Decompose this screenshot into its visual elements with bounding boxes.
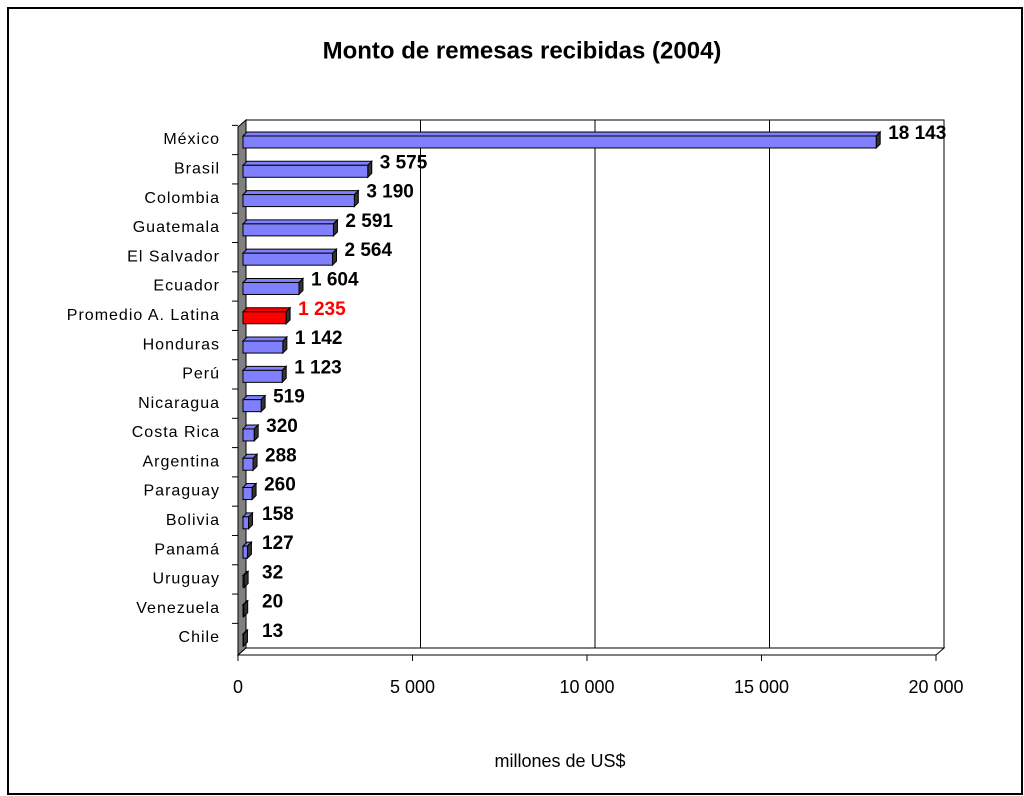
bar	[242, 399, 262, 413]
y-tick-label: Guatemala	[133, 219, 220, 236]
value-label: 18 143	[888, 123, 946, 144]
value-label: 1 604	[311, 269, 359, 290]
value-label: 20	[262, 592, 283, 613]
y-tick-label: Perú	[182, 366, 220, 383]
bar-top	[241, 365, 288, 371]
y-tick-label: Venezuela	[136, 600, 220, 617]
bar	[242, 281, 300, 295]
value-label: 260	[264, 475, 296, 496]
x-tick-label: 10 000	[559, 677, 614, 697]
bar	[242, 164, 369, 178]
y-tick-label: Colombia	[144, 190, 220, 207]
bar	[242, 311, 287, 325]
bar-top	[241, 219, 339, 225]
y-tick-label: Bolivia	[166, 512, 220, 529]
chart-title: Monto de remesas recibidas (2004)	[323, 37, 722, 64]
bar	[242, 428, 255, 442]
value-label: 158	[262, 504, 294, 525]
bar-top	[241, 336, 289, 342]
x-tick-label: 0	[233, 677, 243, 697]
x-tick-label: 20 000	[908, 677, 963, 697]
value-label: 13	[262, 621, 283, 642]
bar	[242, 457, 254, 471]
y-tick-label: Brasil	[174, 161, 220, 178]
y-tick-label: El Salvador	[127, 248, 220, 265]
value-label: 1 123	[294, 357, 342, 378]
y-tick-label: Costa Rica	[132, 424, 220, 441]
value-label: 127	[262, 533, 294, 554]
bar	[242, 252, 333, 266]
value-label: 2 564	[344, 240, 392, 261]
y-tick-label: Honduras	[143, 336, 220, 353]
bar-top	[241, 131, 882, 137]
value-label: 320	[266, 416, 298, 437]
bar	[242, 135, 877, 149]
y-tick-label: Argentina	[143, 453, 221, 470]
value-label: 32	[262, 562, 283, 583]
value-label: 288	[265, 445, 297, 466]
bar-top	[241, 307, 292, 313]
bar	[242, 516, 250, 530]
y-tick-label: Ecuador	[153, 278, 220, 295]
value-label: 3 575	[380, 152, 428, 173]
value-label: 1 235	[298, 299, 346, 320]
y-tick-label: Nicaragua	[138, 395, 220, 412]
bar	[242, 340, 284, 354]
x-tick-label: 5 000	[390, 677, 435, 697]
bar-top	[241, 160, 373, 166]
bar	[242, 545, 248, 559]
x-tick-label: 15 000	[734, 677, 789, 697]
y-tick-label: Paraguay	[144, 483, 221, 500]
bar	[242, 574, 245, 588]
value-label: 3 190	[366, 182, 414, 203]
bar	[242, 487, 253, 501]
y-tick-label: México	[163, 131, 220, 148]
floor	[236, 647, 946, 656]
bar-top	[241, 190, 360, 196]
y-tick-label: Panamá	[154, 541, 220, 558]
value-label: 1 142	[295, 328, 343, 349]
value-label: 2 591	[345, 211, 393, 232]
bar	[242, 604, 245, 618]
y-tick-label: Promedio A. Latina	[67, 307, 220, 324]
bar-top	[241, 277, 305, 283]
bar	[242, 369, 283, 383]
bar	[242, 194, 355, 208]
bar	[242, 223, 334, 237]
bar-top	[241, 248, 338, 254]
value-label: 519	[273, 387, 305, 408]
y-tick-label: Chile	[179, 629, 220, 646]
y-tick-label: Uruguay	[153, 571, 220, 588]
x-axis-title: millones de US$	[494, 751, 625, 771]
